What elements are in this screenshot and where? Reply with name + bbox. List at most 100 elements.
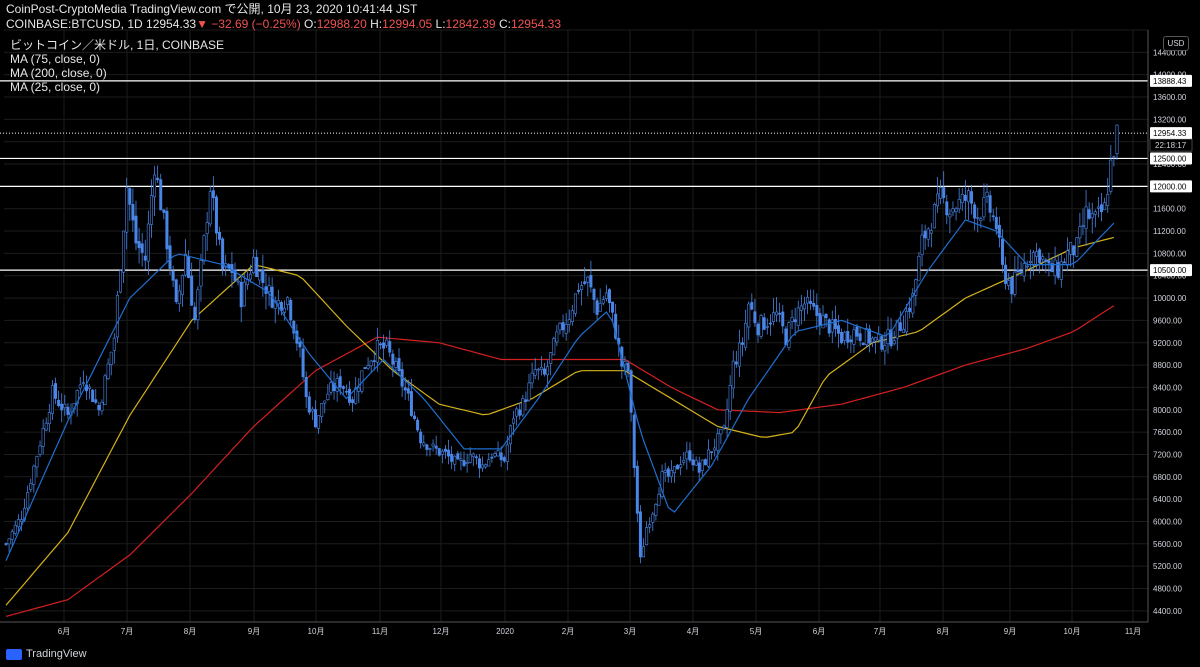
candle-body <box>818 313 822 326</box>
price-axis[interactable]: 4400.00 4800.00 5200.00 5600.00 6000.00 6400.… <box>1147 30 1187 622</box>
price-tick-label: 6400.00 <box>1153 495 1182 504</box>
candle-body <box>168 245 172 269</box>
candle-body <box>926 228 930 240</box>
candle-body <box>320 403 324 417</box>
candle-body <box>431 443 435 447</box>
candle-body <box>357 387 361 392</box>
level-label-bg <box>1150 127 1192 140</box>
candle-body <box>456 453 460 460</box>
ma75-layer <box>5 236 1115 606</box>
candle-body <box>481 464 485 469</box>
candle-body <box>1065 250 1069 266</box>
price-tick-label: 10400.00 <box>1153 272 1187 281</box>
candle-body <box>193 306 197 321</box>
candle-body <box>905 311 909 333</box>
candle-body <box>363 367 367 369</box>
candle-body <box>979 218 983 221</box>
candle-body <box>100 401 104 412</box>
level-label-bg <box>1150 180 1192 193</box>
candle-body <box>533 369 537 376</box>
candle-body <box>942 187 946 198</box>
candle-body <box>366 365 370 369</box>
level-label-text: 12500.00 <box>1153 154 1187 163</box>
candle-body <box>10 531 14 540</box>
legend-ma25[interactable]: MA (25, close, 0) <box>10 80 101 94</box>
candle-body <box>895 319 899 339</box>
price-tick-label: 13200.00 <box>1153 115 1187 124</box>
candle-body <box>1093 211 1097 215</box>
price-tick-label: 4400.00 <box>1153 607 1182 616</box>
level-label-text: 13888.43 <box>1153 77 1187 86</box>
candle-body <box>954 208 958 212</box>
candle-body <box>447 449 451 457</box>
candle-body <box>741 342 745 345</box>
legend-ma200[interactable]: MA (200, close, 0) <box>10 66 107 80</box>
candle-body <box>849 339 853 343</box>
candle-body <box>183 254 187 276</box>
price-tick-label: 14400.00 <box>1153 48 1187 57</box>
candle-body <box>1081 225 1085 227</box>
time-tick-label: 7月 <box>874 627 886 636</box>
candle-body <box>440 450 444 455</box>
candle-body <box>864 328 868 345</box>
publish-line: CoinPost-CryptoMedia TradingView.com で公開… <box>6 2 418 16</box>
candle-body <box>496 450 500 457</box>
time-tick-label: 10月 <box>1064 627 1081 636</box>
candle-body <box>292 320 296 334</box>
candle-body <box>248 273 252 280</box>
candle-body <box>570 310 574 323</box>
candle-body <box>323 400 327 404</box>
price-tick-label: 12400.00 <box>1153 160 1187 169</box>
tradingview-brand[interactable]: TradingView <box>6 648 87 660</box>
candle-body <box>623 361 627 365</box>
candle-body <box>722 425 726 429</box>
time-tick-label: 6月 <box>813 627 825 636</box>
candle-body <box>283 307 287 313</box>
horizontal-levels <box>0 80 1148 271</box>
candle-body <box>1013 271 1017 295</box>
close-value: 12954.33 <box>510 17 561 31</box>
candle-body <box>728 385 732 412</box>
candle-body <box>279 302 283 311</box>
time-axis[interactable]: 6月 7月 8月 9月 10月 11月 12月 2020 2月 3月 4月 5月 6月 7月 8月 9月 10月… <box>0 621 1148 636</box>
candle-body <box>598 303 602 312</box>
candle-body <box>385 339 389 346</box>
candle-body <box>1038 249 1042 264</box>
candle-body <box>638 511 642 558</box>
candle-body <box>771 312 775 322</box>
candle-body <box>326 393 330 400</box>
currency-button[interactable]: USD <box>1163 36 1189 51</box>
candle-body <box>146 223 150 262</box>
legend-ma75[interactable]: MA (75, close, 0) <box>10 52 101 66</box>
candle-body <box>759 315 763 337</box>
candle-body <box>920 234 924 256</box>
candle-body <box>422 442 426 446</box>
candle-body <box>830 319 834 333</box>
candle-body <box>1112 156 1116 158</box>
candle-body <box>809 300 813 304</box>
candle-body <box>626 363 630 372</box>
candle-body <box>177 290 181 304</box>
candle-body <box>41 428 45 447</box>
candle-body <box>867 328 871 344</box>
candle-body <box>428 448 432 450</box>
price-tick-label: 7200.00 <box>1153 450 1182 459</box>
symbol-line: COINBASE:BTCUSD, 1D 12954.33 <box>6 17 197 31</box>
legend-title[interactable]: ビットコイン／米ドル, 1日, COINBASE <box>10 38 225 52</box>
candle-body <box>378 343 382 346</box>
candle-body <box>988 195 992 213</box>
candle-body <box>703 459 707 466</box>
candle-body <box>657 493 661 506</box>
level-label-text: 12000.00 <box>1153 182 1187 191</box>
candle-body <box>945 201 949 216</box>
candle-body <box>768 322 772 325</box>
candle-body <box>44 422 48 431</box>
candle-body <box>174 279 178 302</box>
candle-body <box>651 513 655 523</box>
ma200-layer <box>5 305 1115 617</box>
candle-body <box>784 328 788 346</box>
candle-body <box>94 399 98 403</box>
candle-body <box>66 406 70 415</box>
candle-body <box>917 256 921 281</box>
